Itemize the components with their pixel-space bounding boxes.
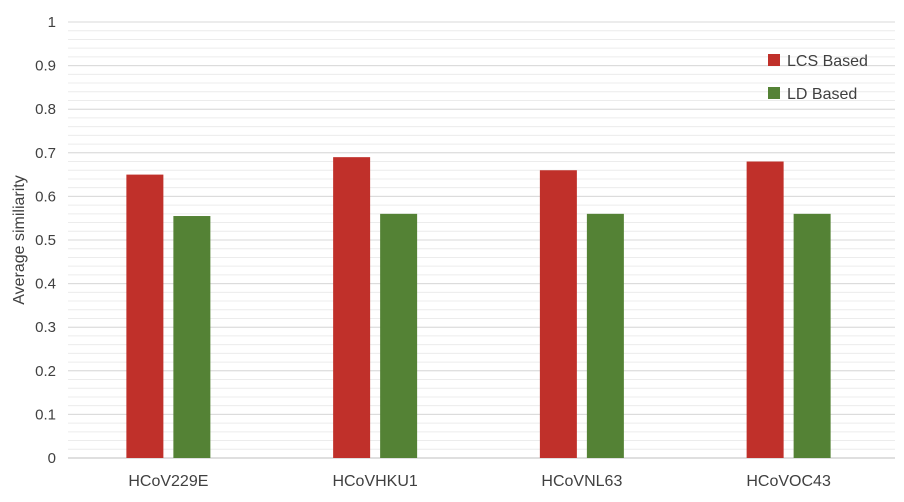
bar-lcs-based	[746, 161, 784, 458]
y-tick-label: 1	[48, 14, 56, 31]
y-tick-label: 0.1	[35, 406, 56, 423]
y-tick-label: 0.5	[35, 232, 56, 249]
y-tick-label: 0.8	[35, 101, 56, 118]
bar-lcs-based	[539, 170, 577, 459]
x-tick-label: HCoVHKU1	[332, 473, 417, 490]
legend-label: LD Based	[787, 86, 857, 103]
y-tick-label: 0.4	[35, 276, 56, 293]
y-tick-label: 0	[48, 450, 56, 467]
y-tick-label: 0.6	[35, 188, 56, 205]
bar-ld-based	[173, 216, 211, 458]
y-tick-label: 0.3	[35, 319, 56, 336]
y-tick-label: 0.9	[35, 58, 56, 75]
y-tick-label: 0.7	[35, 145, 56, 162]
legend-swatch	[768, 54, 780, 66]
legend-label: LCS Based	[787, 53, 868, 70]
bar-ld-based	[793, 213, 831, 458]
bar-lcs-based	[333, 157, 371, 458]
x-tick-label: HCoV229E	[128, 473, 208, 490]
legend-swatch	[768, 87, 780, 99]
x-tick-label: HCoVNL63	[541, 473, 622, 490]
bar-ld-based	[586, 213, 624, 458]
y-axis-label: Average similiarity	[11, 175, 28, 305]
bar-ld-based	[380, 213, 418, 458]
y-tick-label: 0.2	[35, 363, 56, 380]
x-tick-label: HCoVOC43	[746, 473, 831, 490]
bar-lcs-based	[126, 174, 164, 458]
